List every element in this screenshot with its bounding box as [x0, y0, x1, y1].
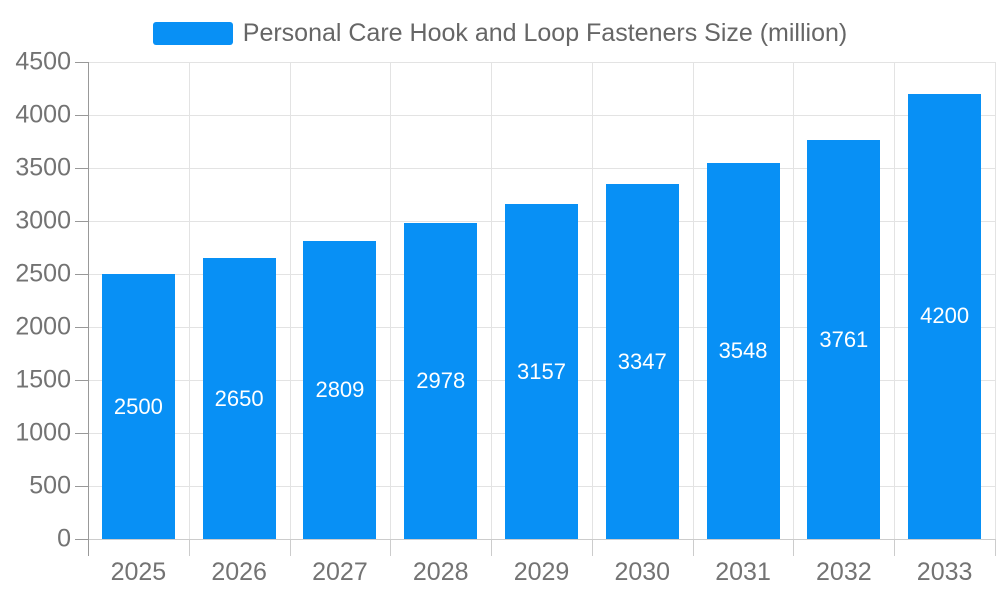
x-axis-label: 2030 — [614, 558, 671, 586]
bar-2028[interactable]: 2978 — [404, 223, 478, 539]
bar-2030[interactable]: 3347 — [605, 184, 679, 539]
y-axis-tick — [75, 168, 88, 169]
bar-2026[interactable]: 2650 — [202, 258, 276, 539]
bar-value-label: 2978 — [416, 368, 466, 394]
gridline-vertical — [894, 62, 896, 539]
x-axis-tick — [793, 539, 795, 556]
y-axis-tick — [75, 380, 88, 381]
x-axis-tick — [995, 539, 996, 556]
bar-value-label: 3347 — [617, 348, 667, 374]
x-axis-label: 2029 — [513, 558, 570, 586]
y-axis-tick — [75, 433, 88, 434]
y-axis-label: 3500 — [15, 153, 71, 182]
gridline-vertical — [289, 62, 291, 539]
gridline-vertical — [491, 62, 493, 539]
x-axis-label: 2028 — [412, 558, 469, 586]
gridline-vertical — [793, 62, 795, 539]
x-axis-tick — [491, 539, 493, 556]
x-axis-tick — [188, 539, 190, 556]
bar-value-label: 2650 — [214, 385, 264, 411]
x-axis-label: 2031 — [715, 558, 771, 586]
legend-item[interactable]: Personal Care Hook and Loop Fasteners Si… — [0, 20, 1000, 46]
y-axis-tick — [75, 486, 88, 487]
x-axis-tick — [88, 539, 89, 556]
gridline-vertical — [591, 62, 593, 539]
bar-2031[interactable]: 3548 — [706, 162, 780, 539]
bar-value-label: 2500 — [113, 393, 163, 419]
x-axis-label: 2033 — [916, 558, 973, 586]
x-axis-tick — [692, 539, 694, 556]
y-axis-tick — [75, 221, 88, 222]
gridline-vertical — [188, 62, 190, 539]
gridline-vertical — [995, 62, 996, 539]
bar-2027[interactable]: 2809 — [303, 241, 377, 539]
y-axis-tick — [75, 115, 88, 116]
gridline-horizontal — [88, 62, 995, 63]
y-axis-line — [88, 62, 89, 539]
y-axis-label: 1000 — [15, 418, 71, 447]
y-axis-label: 1500 — [15, 365, 71, 394]
y-axis-tick — [75, 327, 88, 328]
gridline-vertical — [692, 62, 694, 539]
y-axis-tick — [75, 274, 88, 275]
bar-2029[interactable]: 3157 — [505, 204, 578, 539]
legend-label: Personal Care Hook and Loop Fasteners Si… — [242, 19, 848, 47]
y-axis-label: 3000 — [15, 206, 71, 235]
x-axis-label: 2026 — [211, 558, 267, 586]
x-axis-label: 2025 — [110, 558, 167, 586]
y-axis-label: 0 — [57, 524, 71, 553]
bar-value-label: 3761 — [819, 326, 869, 352]
bar-2033[interactable]: 4200 — [908, 93, 982, 539]
y-axis-label: 4500 — [15, 47, 71, 76]
legend-swatch — [152, 21, 233, 45]
y-axis-tick — [75, 62, 88, 63]
bar-2025[interactable]: 2500 — [101, 274, 175, 539]
bar-value-label: 3157 — [517, 358, 566, 384]
y-axis-label: 2500 — [15, 259, 71, 288]
gridline-horizontal — [88, 168, 995, 169]
gridline-horizontal — [88, 115, 995, 116]
x-axis-label: 2032 — [816, 558, 872, 586]
x-axis-tick — [289, 539, 291, 556]
gridline-horizontal — [88, 539, 995, 540]
y-axis-label: 4000 — [15, 100, 71, 129]
gridline-vertical — [390, 62, 392, 539]
y-axis-label: 2000 — [15, 312, 71, 341]
y-axis-tick — [75, 539, 88, 540]
bar-value-label: 4200 — [920, 303, 970, 329]
y-axis-label: 500 — [29, 471, 71, 500]
x-axis-tick — [390, 539, 392, 556]
bar-2032[interactable]: 3761 — [807, 140, 881, 539]
bar-value-label: 3548 — [718, 337, 768, 363]
x-axis-tick — [894, 539, 896, 556]
x-axis-label: 2027 — [312, 558, 368, 586]
x-axis-tick — [591, 539, 593, 556]
bar-value-label: 2809 — [315, 377, 365, 403]
